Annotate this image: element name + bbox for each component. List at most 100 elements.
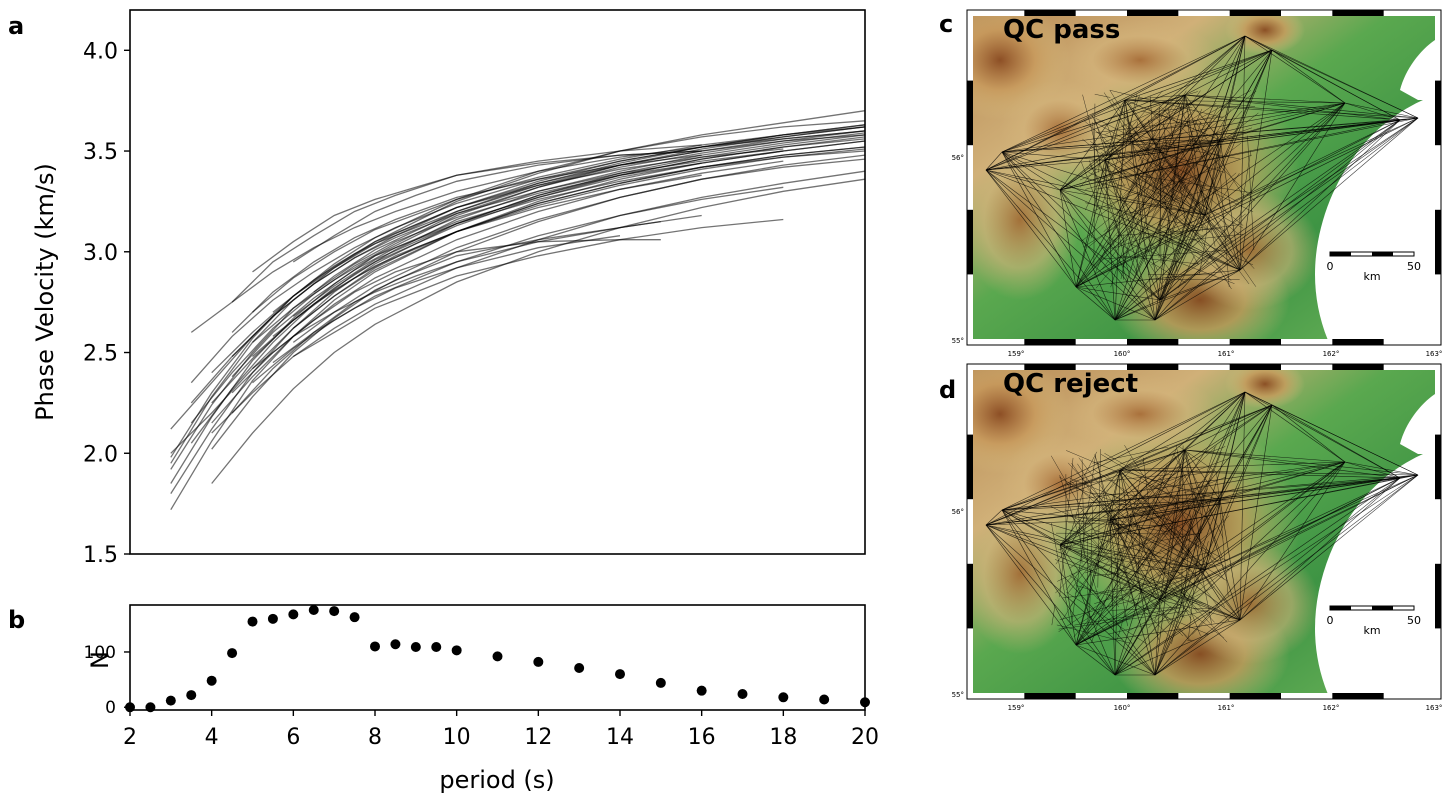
count-point <box>145 702 155 712</box>
lon-label: 159° <box>1008 704 1025 712</box>
scale-segment <box>1372 606 1393 610</box>
plot-frame-a <box>130 10 865 554</box>
y-axis-a: 1.52.02.53.03.54.0 <box>83 39 130 568</box>
count-point <box>390 639 400 649</box>
scale-end: 50 <box>1407 260 1421 273</box>
count-point <box>227 648 237 658</box>
scale-end: 50 <box>1407 614 1421 627</box>
count-point <box>493 651 503 661</box>
panel-label-c: c <box>939 10 953 38</box>
scale-segment <box>1330 606 1351 610</box>
count-point <box>819 695 829 705</box>
count-point <box>778 692 788 702</box>
y-tick-label: 2.0 <box>83 442 118 467</box>
count-point <box>411 642 421 652</box>
scale-start: 0 <box>1327 260 1334 273</box>
count-point <box>615 669 625 679</box>
map-title: QC reject <box>1003 369 1138 399</box>
y-axis-label-a: Phase Velocity (km/s) <box>31 163 59 421</box>
count-point <box>166 696 176 706</box>
x-tick-label: 16 <box>688 725 716 750</box>
x-axis-label-b: period (s) <box>439 766 554 794</box>
panel-label-b: b <box>8 606 25 634</box>
x-tick-label: 8 <box>368 725 382 750</box>
scale-start: 0 <box>1327 614 1334 627</box>
border-segment <box>1230 693 1281 699</box>
lon-label: 161° <box>1218 350 1235 358</box>
lon-label: 163° <box>1426 350 1443 358</box>
y-tick-label: 1.5 <box>83 543 118 568</box>
x-tick-label: 14 <box>606 725 634 750</box>
lat-label: 55° <box>952 691 964 699</box>
lat-label: 55° <box>952 337 964 345</box>
y-axis-label-b: N <box>86 651 114 669</box>
border-segment <box>967 81 973 146</box>
count-point <box>574 663 584 673</box>
count-point <box>309 605 319 615</box>
map-title: QC pass <box>1003 15 1120 45</box>
border-segment <box>1024 339 1075 345</box>
lon-label: 163° <box>1426 704 1443 712</box>
border-segment <box>1230 339 1281 345</box>
lon-label: 159° <box>1008 350 1025 358</box>
count-point <box>697 686 707 696</box>
border-segment <box>1127 10 1178 16</box>
border-segment <box>1332 10 1383 16</box>
map-c: QC pass 0 50 km 159° 160° 161° 162° 163° 56° 55° <box>930 0 1442 360</box>
count-point <box>350 612 360 622</box>
lat-label: 56° <box>952 154 964 162</box>
x-tick-label: 10 <box>443 725 471 750</box>
scale-segment <box>1330 252 1351 256</box>
count-point <box>207 676 217 686</box>
lon-label: 161° <box>1218 704 1235 712</box>
border-segment <box>1127 693 1178 699</box>
y-tick-label: 3.5 <box>83 140 118 165</box>
y-tick-label: 2.5 <box>83 342 118 367</box>
border-segment <box>967 564 973 629</box>
border-segment <box>967 435 973 500</box>
border-segment <box>1332 693 1383 699</box>
count-point <box>452 645 462 655</box>
border-segment <box>1435 564 1441 629</box>
border-segment <box>1024 693 1075 699</box>
count-point <box>860 697 870 707</box>
count-point <box>738 689 748 699</box>
terrain <box>930 354 1435 714</box>
border-segment <box>1435 210 1441 275</box>
border-segment <box>1332 339 1383 345</box>
border-segment <box>1127 339 1178 345</box>
count-point <box>248 617 258 627</box>
x-tick-label: 6 <box>286 725 300 750</box>
scale-unit: km <box>1363 624 1380 637</box>
border-segment <box>1332 364 1383 370</box>
scale-unit: km <box>1363 270 1380 283</box>
lon-label: 160° <box>1114 350 1131 358</box>
y-tick-label: 3.0 <box>83 241 118 266</box>
lat-label: 56° <box>952 508 964 516</box>
count-point <box>329 606 339 616</box>
lon-label: 162° <box>1323 350 1340 358</box>
lon-label: 162° <box>1323 704 1340 712</box>
x-tick-label: 20 <box>851 725 879 750</box>
lon-label: 160° <box>1114 704 1131 712</box>
x-tick-label: 18 <box>769 725 797 750</box>
count-point <box>656 678 666 688</box>
count-point <box>288 609 298 619</box>
chart-a: 1.52.02.53.03.54.0 Phase Velocity (km/s) <box>31 10 865 568</box>
border-segment <box>1435 81 1441 146</box>
count-point <box>370 641 380 651</box>
count-point <box>431 642 441 652</box>
count-point <box>268 614 278 624</box>
border-segment <box>1230 364 1281 370</box>
x-tick-label: 4 <box>205 725 219 750</box>
x-tick-label: 2 <box>123 725 137 750</box>
panel-label-a: a <box>8 12 24 40</box>
terrain <box>930 0 1435 360</box>
count-point <box>533 657 543 667</box>
border-segment <box>967 210 973 275</box>
scale-segment <box>1372 252 1393 256</box>
border-segment <box>1435 435 1441 500</box>
